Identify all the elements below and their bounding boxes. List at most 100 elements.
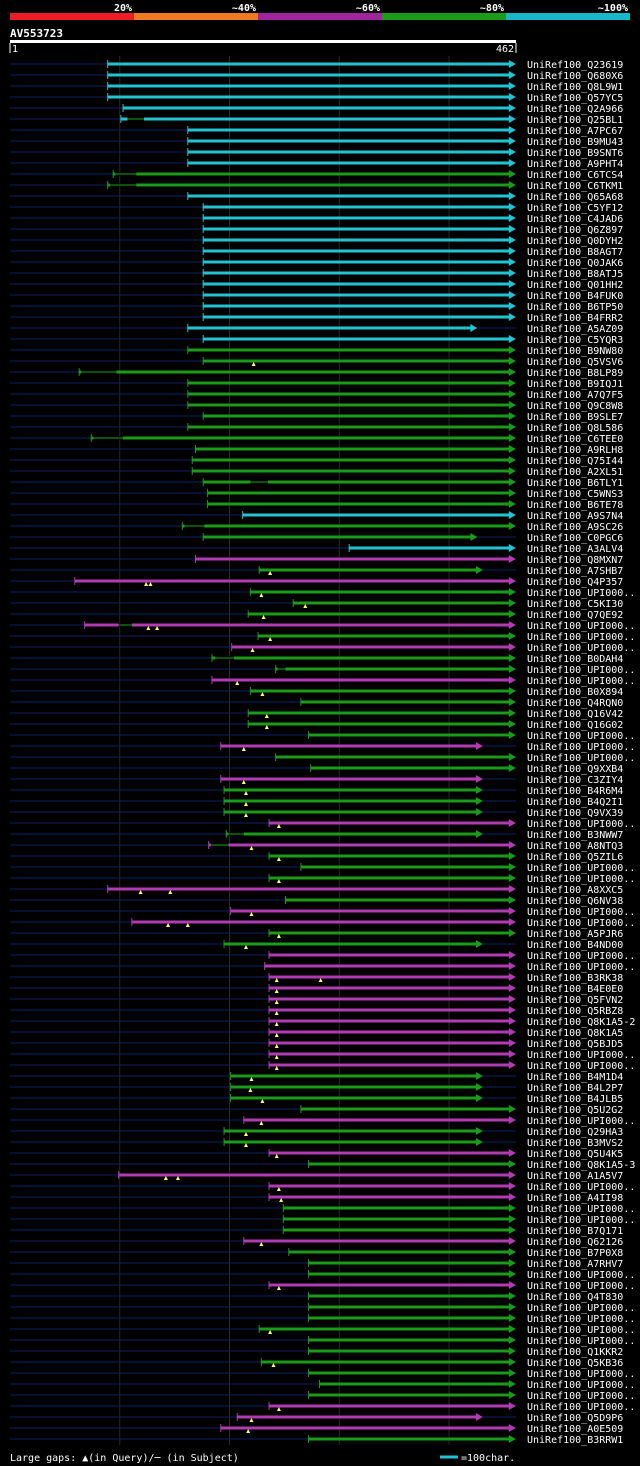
hit-label[interactable]: UniRef100_B4R6M4 xyxy=(527,786,623,797)
hit-label[interactable]: UniRef100_A0E509 xyxy=(527,1424,623,1435)
hit-row[interactable]: UniRef100_UPI000.. xyxy=(10,918,635,929)
hit-label[interactable]: UniRef100_B4M1D4 xyxy=(527,1072,623,1083)
hit-label[interactable]: UniRef100_B3NWW7 xyxy=(527,830,623,841)
hit-row[interactable]: UniRef100_A0E509 xyxy=(10,1424,623,1435)
hit-label[interactable]: UniRef100_Q9C8W8 xyxy=(527,401,623,412)
hit-label[interactable]: UniRef100_Q23619 xyxy=(527,60,623,71)
hit-row[interactable]: UniRef100_B6TLY1 xyxy=(10,478,623,489)
hit-row[interactable]: UniRef100_Q6Z897 xyxy=(10,225,623,236)
hit-row[interactable]: UniRef100_Q62126 xyxy=(10,1237,623,1248)
hit-label[interactable]: UniRef100_B6TLY1 xyxy=(527,478,623,489)
hit-label[interactable]: UniRef100_C6TKM1 xyxy=(527,181,623,192)
hit-row[interactable]: UniRef100_Q9VX39 xyxy=(10,808,623,819)
hit-label[interactable]: UniRef100_B7P0X8 xyxy=(527,1248,623,1259)
hit-row[interactable]: UniRef100_Q5U4K5 xyxy=(10,1149,623,1160)
hit-label[interactable]: UniRef100_A8NTQ3 xyxy=(527,841,623,852)
hit-label[interactable]: UniRef100_Q8K1A5-2 xyxy=(527,1017,635,1028)
hit-label[interactable]: UniRef100_B8LP89 xyxy=(527,368,623,379)
hit-label[interactable]: UniRef100_Q5ZIL6 xyxy=(527,852,623,863)
hit-label[interactable]: UniRef100_C3ZIY4 xyxy=(527,775,623,786)
hit-label[interactable]: UniRef100_A2XL51 xyxy=(527,467,623,478)
hit-row[interactable]: UniRef100_Q4P357 xyxy=(10,577,623,588)
hit-row[interactable]: UniRef100_Q7QE92 xyxy=(10,610,623,621)
hit-row[interactable]: UniRef100_A5PJR6 xyxy=(10,929,623,940)
hit-row[interactable]: UniRef100_Q1KKR2 xyxy=(10,1347,623,1358)
hit-label[interactable]: UniRef100_UPI000.. xyxy=(527,1061,635,1072)
hit-row[interactable]: UniRef100_A3ALV4 xyxy=(10,544,623,555)
hit-label[interactable]: UniRef100_B6TE78 xyxy=(527,500,623,511)
hit-label[interactable]: UniRef100_UPI000.. xyxy=(527,1391,635,1402)
hit-row[interactable]: UniRef100_B9SNT6 xyxy=(10,148,623,159)
hit-label[interactable]: UniRef100_Q16V42 xyxy=(527,709,623,720)
hit-label[interactable]: UniRef100_Q5FVN2 xyxy=(527,995,623,1006)
hit-row[interactable]: UniRef100_UPI000.. xyxy=(10,874,635,885)
hit-row[interactable]: UniRef100_A9RLH8 xyxy=(10,445,623,456)
hit-label[interactable]: UniRef100_Q8L9W1 xyxy=(527,82,623,93)
hit-label[interactable]: UniRef100_B8AGT7 xyxy=(527,247,623,258)
hit-label[interactable]: UniRef100_C5YF12 xyxy=(527,203,623,214)
hit-row[interactable]: UniRef100_UPI000.. xyxy=(10,1380,635,1391)
hit-row[interactable]: UniRef100_Q57YC5 xyxy=(10,93,623,104)
hit-label[interactable]: UniRef100_B3RK38 xyxy=(527,973,623,984)
hit-row[interactable]: UniRef100_B3MVS2 xyxy=(10,1138,623,1149)
hit-label[interactable]: UniRef100_Q29HA3 xyxy=(527,1127,623,1138)
hit-label[interactable]: UniRef100_A7SHB7 xyxy=(527,566,623,577)
hit-row[interactable]: UniRef100_B6TE78 xyxy=(10,500,623,511)
hit-row[interactable]: UniRef100_Q23619 xyxy=(10,60,623,71)
hit-label[interactable]: UniRef100_UPI000.. xyxy=(527,632,635,643)
hit-label[interactable]: UniRef100_B9MU43 xyxy=(527,137,623,148)
hit-label[interactable]: UniRef100_A9SC26 xyxy=(527,522,623,533)
hit-label[interactable]: UniRef100_C5YQR3 xyxy=(527,335,623,346)
hit-row[interactable]: UniRef100_B0DAH4 xyxy=(10,654,623,665)
hit-row[interactable]: UniRef100_UPI000.. xyxy=(10,1402,635,1413)
hit-label[interactable]: UniRef100_B4FUK0 xyxy=(527,291,623,302)
hit-row[interactable]: UniRef100_UPI000.. xyxy=(10,643,635,654)
hit-label[interactable]: UniRef100_Q7QE92 xyxy=(527,610,623,621)
hit-label[interactable]: UniRef100_UPI000.. xyxy=(527,1336,635,1347)
hit-label[interactable]: UniRef100_B9SNT6 xyxy=(527,148,623,159)
hit-label[interactable]: UniRef100_Q8K1A5 xyxy=(527,1028,623,1039)
hit-label[interactable]: UniRef100_UPI000.. xyxy=(527,621,635,632)
hit-row[interactable]: UniRef100_A4II98 xyxy=(10,1193,623,1204)
hit-row[interactable]: UniRef100_Q8K1A5 xyxy=(10,1028,623,1039)
hit-row[interactable]: UniRef100_B0X894 xyxy=(10,687,623,698)
hit-label[interactable]: UniRef100_B0X894 xyxy=(527,687,623,698)
hit-row[interactable]: UniRef100_UPI000.. xyxy=(10,962,635,973)
hit-row[interactable]: UniRef100_UPI000.. xyxy=(10,951,635,962)
hit-row[interactable]: UniRef100_Q16G02 xyxy=(10,720,623,731)
hit-row[interactable]: UniRef100_Q29HA3 xyxy=(10,1127,623,1138)
hit-row[interactable]: UniRef100_UPI000.. xyxy=(10,676,635,687)
hit-row[interactable]: UniRef100_UPI000.. xyxy=(10,1369,635,1380)
hit-row[interactable]: UniRef100_A5AZ09 xyxy=(10,324,623,335)
hit-row[interactable]: UniRef100_Q75I44 xyxy=(10,456,623,467)
hit-label[interactable]: UniRef100_UPI000.. xyxy=(527,731,635,742)
hit-label[interactable]: UniRef100_Q6Z897 xyxy=(527,225,623,236)
hit-label[interactable]: UniRef100_UPI000.. xyxy=(527,907,635,918)
hit-row[interactable]: UniRef100_Q2A966 xyxy=(10,104,623,115)
hit-label[interactable]: UniRef100_Q57YC5 xyxy=(527,93,623,104)
hit-label[interactable]: UniRef100_UPI000.. xyxy=(527,676,635,687)
hit-row[interactable]: UniRef100_UPI000.. xyxy=(10,1050,635,1061)
hit-label[interactable]: UniRef100_B4JLB5 xyxy=(527,1094,623,1105)
hit-label[interactable]: UniRef100_C5KI30 xyxy=(527,599,623,610)
hit-row[interactable]: UniRef100_B4ND00 xyxy=(10,940,623,951)
hit-label[interactable]: UniRef100_Q2A966 xyxy=(527,104,623,115)
hit-label[interactable]: UniRef100_A5PJR6 xyxy=(527,929,623,940)
hit-label[interactable]: UniRef100_Q5KB36 xyxy=(527,1358,623,1369)
hit-row[interactable]: UniRef100_UPI000.. xyxy=(10,1204,635,1215)
hit-row[interactable]: UniRef100_C5YQR3 xyxy=(10,335,623,346)
hit-label[interactable]: UniRef100_Q1KKR2 xyxy=(527,1347,623,1358)
hit-label[interactable]: UniRef100_UPI000.. xyxy=(527,1270,635,1281)
hit-row[interactable]: UniRef100_Q8K1A5-3 xyxy=(10,1160,635,1171)
hit-label[interactable]: UniRef100_A7PC67 xyxy=(527,126,623,137)
hit-row[interactable]: UniRef100_A2XL51 xyxy=(10,467,623,478)
hit-row[interactable]: UniRef100_UPI000.. xyxy=(10,907,635,918)
hit-row[interactable]: UniRef100_B4JLB5 xyxy=(10,1094,623,1105)
hit-label[interactable]: UniRef100_Q01HH2 xyxy=(527,280,623,291)
hit-row[interactable]: UniRef100_Q9C8W8 xyxy=(10,401,623,412)
hit-row[interactable]: UniRef100_Q16V42 xyxy=(10,709,623,720)
hit-row[interactable]: UniRef100_UPI000.. xyxy=(10,863,635,874)
hit-row[interactable]: UniRef100_B7P0X8 xyxy=(10,1248,623,1259)
hit-label[interactable]: UniRef100_B3RRW1 xyxy=(527,1435,623,1446)
hit-row[interactable]: UniRef100_B3NWW7 xyxy=(10,830,623,841)
